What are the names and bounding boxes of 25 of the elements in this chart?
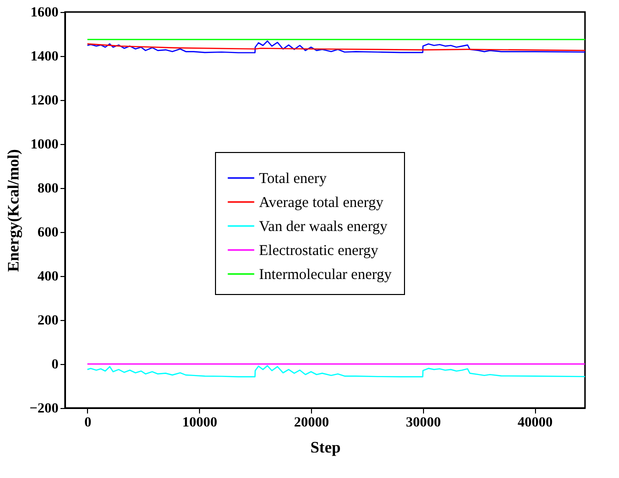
x-tick-label: 30000 <box>406 416 441 430</box>
x-tick-label: 0 <box>84 416 92 430</box>
legend-label: Intermolecular energy <box>259 267 392 283</box>
legend-label: Total enery <box>259 171 328 187</box>
y-tick-label: 800 <box>38 182 58 196</box>
y-tick-label: 0 <box>52 358 58 372</box>
line-series <box>86 40 586 54</box>
legend-label: Electrostatic energy <box>259 243 379 259</box>
legend-label: Van der waals energy <box>259 219 388 235</box>
y-tick-label: 1400 <box>30 50 58 64</box>
y-tick-label: −200 <box>30 402 58 416</box>
x-tick-label: 20000 <box>294 416 330 430</box>
line-series <box>86 365 586 378</box>
y-tick-label: 1000 <box>30 138 58 152</box>
y-tick-label: 600 <box>38 226 58 240</box>
y-tick-label: 1600 <box>30 6 58 20</box>
x-axis-title: Step <box>310 440 341 456</box>
legend-label: Average total energy <box>259 195 384 211</box>
y-tick-label: 1200 <box>30 94 58 108</box>
y-tick-label: 400 <box>38 270 58 284</box>
line-series <box>86 43 586 52</box>
x-tick-label: 40000 <box>518 416 553 430</box>
y-tick-label: 200 <box>38 314 58 328</box>
x-tick-label: 10000 <box>182 416 218 430</box>
y-axis-title: Energy(Kcal/mol) <box>6 149 23 272</box>
